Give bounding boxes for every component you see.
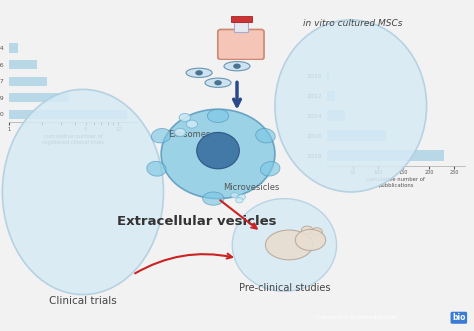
X-axis label: cumulative number of
pubblications: cumulative number of pubblications bbox=[366, 177, 425, 188]
Text: bio: bio bbox=[452, 313, 465, 322]
Text: Exosomes: Exosomes bbox=[168, 129, 210, 139]
Bar bbox=[327, 91, 335, 102]
Text: Microvesicles: Microvesicles bbox=[223, 182, 279, 192]
Bar bbox=[327, 71, 328, 82]
Text: Pre-clinical studies: Pre-clinical studies bbox=[238, 283, 330, 293]
Text: Extracellular vesicles: Extracellular vesicles bbox=[117, 215, 276, 228]
Bar bbox=[0, 76, 47, 86]
Bar bbox=[0, 60, 37, 69]
Bar bbox=[327, 111, 345, 121]
Text: Created in BioRender.com: Created in BioRender.com bbox=[316, 315, 397, 320]
Bar bbox=[327, 130, 386, 141]
Bar bbox=[0, 110, 127, 119]
FancyBboxPatch shape bbox=[218, 29, 264, 60]
Bar bbox=[0, 43, 18, 53]
X-axis label: cumulative number of
registered clinical trials: cumulative number of registered clinical… bbox=[42, 134, 105, 145]
Text: Clinical trials: Clinical trials bbox=[49, 296, 117, 306]
Bar bbox=[231, 16, 252, 22]
Bar bbox=[0, 93, 69, 102]
Text: in vitro cultured MSCs: in vitro cultured MSCs bbox=[303, 19, 403, 28]
Bar bbox=[235, 22, 248, 32]
Bar bbox=[327, 150, 444, 161]
